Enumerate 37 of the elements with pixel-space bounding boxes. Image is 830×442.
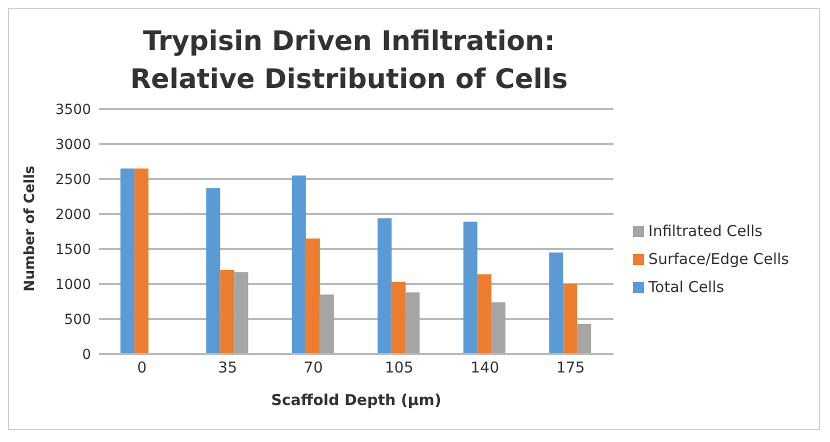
legend-label: Infiltrated Cells <box>648 222 762 240</box>
bar <box>549 252 564 354</box>
y-tick-label: 500 <box>64 312 91 328</box>
bar <box>477 274 492 354</box>
bar <box>306 238 320 354</box>
x-tick-label: 105 <box>384 358 414 377</box>
y-tick-label: 3500 <box>55 102 91 118</box>
y-tick-label: 0 <box>82 346 91 363</box>
bar <box>234 272 248 354</box>
bar <box>563 284 578 354</box>
bar <box>406 292 420 354</box>
x-tick-label: 70 <box>304 358 323 377</box>
x-tick-label: 140 <box>470 358 500 377</box>
y-tick-label: 3000 <box>55 136 91 153</box>
y-axis-title: Number of Cells <box>22 166 38 292</box>
bar <box>120 168 134 354</box>
x-tick-label: 175 <box>556 358 585 377</box>
bar <box>577 324 592 354</box>
bar <box>463 222 478 354</box>
y-tick-label: 1000 <box>55 276 91 293</box>
bar <box>220 270 234 354</box>
bar <box>378 218 392 354</box>
bar <box>392 282 406 354</box>
x-axis-title: Scaffold Depth (µm) <box>271 391 442 409</box>
y-tick-label: 1500 <box>55 242 91 258</box>
x-tick-label: 35 <box>218 358 238 377</box>
x-tick-label: 0 <box>137 358 147 377</box>
bar <box>134 168 148 354</box>
bar <box>292 176 306 354</box>
y-tick-label: 2500 <box>55 172 91 188</box>
bar <box>491 302 506 354</box>
y-tick-label: 2000 <box>55 206 91 223</box>
chart-title: Trypisin Driven Infiltration: Relative Distribution of Cells <box>129 25 569 97</box>
bar <box>320 294 334 354</box>
legend-label: Surface/Edge Cells <box>648 250 789 268</box>
legend-label: Total Cells <box>648 278 724 296</box>
bar <box>206 188 220 354</box>
